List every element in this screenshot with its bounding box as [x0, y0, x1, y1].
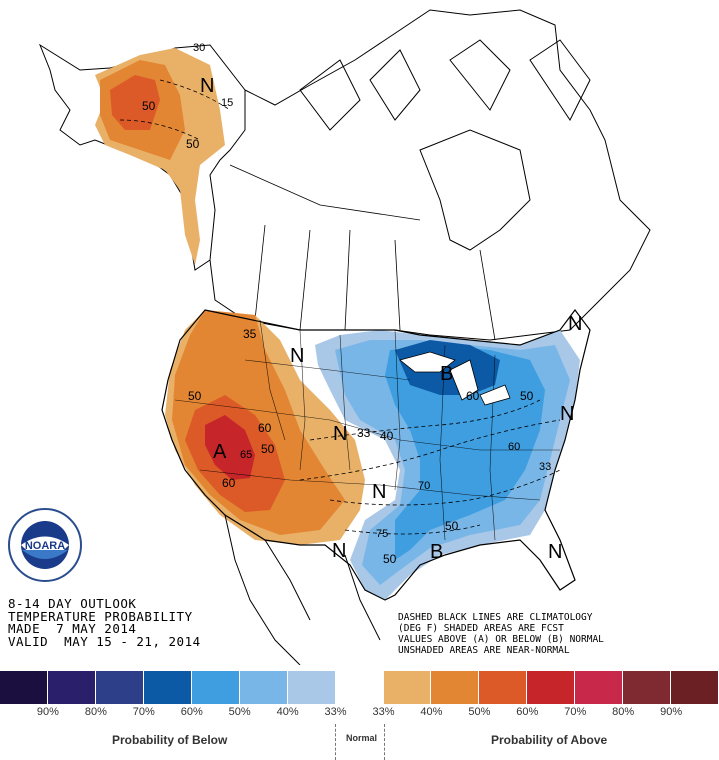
map-notes: DASHED BLACK LINES ARE CLIMATOLOGY (DEG …	[398, 612, 604, 656]
svg-text:NOARA: NOARA	[25, 540, 65, 552]
legend-swatch	[479, 671, 528, 704]
legend-swatch	[527, 671, 576, 704]
label-gl-50: 50	[520, 389, 534, 403]
legend-swatch	[0, 671, 48, 704]
legend-label: 40%	[420, 706, 443, 718]
legend-swatch	[575, 671, 624, 704]
legend-label: 70%	[132, 706, 155, 718]
legend-label: 80%	[612, 706, 635, 718]
label-east-60: 60	[508, 441, 520, 453]
label-se-50b: 50	[383, 552, 397, 566]
legend-swatch	[431, 671, 480, 704]
legend-label: 70%	[564, 706, 587, 718]
legend-divider-left	[335, 724, 336, 760]
label-alaska-50a: 50	[142, 99, 156, 113]
canada-province-lines	[229, 164, 496, 341]
label-plains-n2: N	[372, 481, 386, 503]
great-lakes	[399, 351, 511, 406]
legend-label: 40%	[276, 706, 299, 718]
info-line-2: TEMPERATURE PROBABILITY	[8, 608, 193, 624]
label-gl-60: 60	[466, 389, 480, 403]
legend-swatch	[47, 671, 96, 704]
alaska-outline	[38, 43, 246, 271]
noaa-logo: NOARA	[8, 508, 82, 582]
west-shade-70	[205, 415, 255, 480]
legend-label: 60%	[180, 706, 203, 718]
note-line-3: VALUES ABOVE (A) OR BELOW (B) NORMAL	[398, 634, 604, 645]
legend-swatch	[287, 671, 336, 704]
label-plains-70: 70	[418, 480, 430, 492]
legend-swatch	[143, 671, 192, 704]
label-plains-40: 40	[380, 429, 394, 443]
label-plains-n: N	[333, 423, 347, 445]
legend-above-title: Probability of Above	[491, 733, 608, 747]
legend-label: 60%	[516, 706, 539, 718]
label-west-50: 50	[188, 389, 202, 403]
hudson-bay	[419, 129, 531, 251]
legend-label: 90%	[36, 706, 59, 718]
climatology-lines	[119, 79, 561, 535]
us-state-lines	[174, 319, 560, 541]
legend-label: 33%	[372, 706, 395, 718]
label-se-50a: 50	[445, 519, 459, 533]
label-se-n: N	[548, 541, 562, 563]
label-east-n: N	[560, 403, 574, 425]
note-line-4: UNSHADED AREAS ARE NEAR-NORMAL	[398, 645, 570, 656]
label-west-50b: 50	[261, 442, 275, 456]
legend-below-title: Probability of Below	[112, 733, 228, 747]
legend-swatch	[95, 671, 144, 704]
us-outline	[161, 309, 591, 601]
label-alaska-n: N	[200, 75, 214, 97]
label-alaska-15: 15	[221, 97, 233, 109]
outlook-info: 8-14 DAY OUTLOOK TEMPERATURE PROBABILITY…	[8, 596, 201, 649]
label-west-60a: 60	[258, 421, 272, 435]
label-north-n1: N	[290, 345, 304, 367]
info-line-1: 8-14 DAY OUTLOOK	[8, 596, 137, 611]
label-se-75: 75	[376, 528, 388, 540]
label-alaska-50b: 50	[186, 137, 200, 151]
label-west-65: 65	[240, 449, 252, 461]
legend-label: 80%	[84, 706, 107, 718]
legend-swatch	[623, 671, 672, 704]
label-se-b: B	[430, 541, 443, 563]
legend-swatch	[671, 671, 719, 704]
label-west-a: A	[213, 441, 227, 463]
arctic-islands	[299, 39, 591, 131]
legend-normal-title: Normal	[346, 733, 378, 743]
legend-labels: 90% 80% 70% 60% 50% 40% 33% 33% 40% 50% 60% 70% 80% 9…	[0, 706, 719, 718]
legend-swatch	[335, 671, 384, 704]
label-east-33: 33	[539, 461, 551, 473]
label-west-60b: 60	[222, 476, 236, 490]
note-line-1: DASHED BLACK LINES ARE CLIMATOLOGY	[398, 612, 593, 623]
label-tx-n: N	[332, 540, 346, 562]
legend-label: 90%	[660, 706, 683, 718]
legend-label: 50%	[468, 706, 491, 718]
legend-label: 33%	[324, 706, 347, 718]
legend-color-bar	[0, 671, 719, 704]
outlook-map: N 30 15 50 50 A 35 50 60 60 50 65 N N 33…	[38, 9, 651, 665]
label-alaska-30: 30	[193, 42, 205, 54]
legend-swatch	[383, 671, 432, 704]
note-line-2: (DEG F) SHADED AREAS ARE FCST	[398, 623, 564, 634]
alaska-shade-60	[110, 75, 160, 130]
info-line-3: MADE 7 MAY 2014	[8, 621, 137, 636]
info-line-4: VALID MAY 15 - 21, 2014	[8, 633, 201, 649]
label-west-35: 35	[243, 327, 257, 341]
legend-label: 50%	[228, 706, 251, 718]
label-gl-b: B	[440, 363, 453, 385]
legend-swatch	[191, 671, 240, 704]
label-ne-n: N	[568, 313, 582, 335]
legend-divider-right	[384, 724, 385, 760]
mexico-outline	[224, 514, 381, 665]
legend-swatch	[239, 671, 288, 704]
label-plains-33: 33	[357, 426, 371, 440]
